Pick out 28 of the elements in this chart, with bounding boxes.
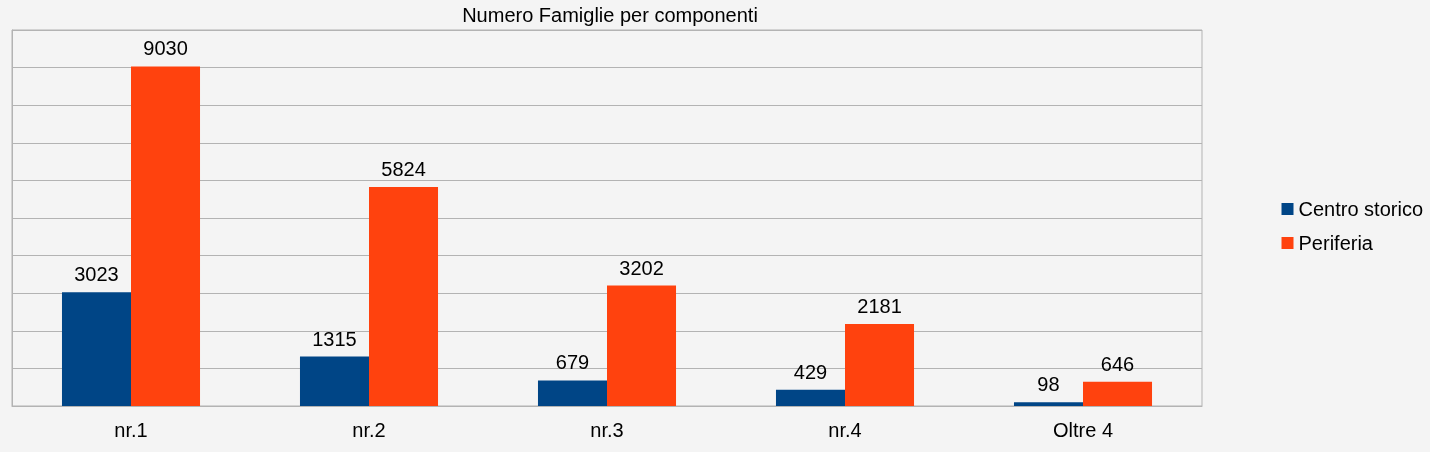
x-tick-label: Oltre 4 [1052, 419, 1114, 441]
bar [845, 323, 915, 406]
data-label: 9030 [143, 37, 188, 60]
data-label: 646 [1100, 352, 1135, 375]
x-tick-label: nr.3 [590, 419, 624, 441]
bar [131, 66, 201, 406]
legend-label: Centro storico [1298, 198, 1424, 220]
bar [61, 292, 131, 406]
data-label: 3202 [619, 256, 664, 279]
data-label: 3023 [74, 263, 119, 286]
bar [1013, 402, 1083, 406]
x-tick-label: nr.2 [352, 419, 386, 441]
legend-label: Periferia [1298, 232, 1374, 254]
data-label: 1315 [312, 327, 357, 350]
data-label: 98 [1037, 373, 1060, 396]
bar [369, 187, 439, 406]
data-label: 429 [793, 360, 828, 383]
x-tick-label: nr.4 [828, 419, 862, 441]
data-label: 2181 [857, 294, 902, 317]
bar [775, 389, 845, 406]
bar [537, 380, 607, 406]
data-label: 5824 [381, 158, 426, 181]
bar [1083, 381, 1153, 406]
bar [607, 285, 677, 406]
data-label: 679 [555, 351, 590, 374]
bar [299, 356, 369, 406]
x-tick-label: nr.1 [114, 419, 148, 441]
chart-title: Numero Famiglie per componenti [462, 4, 758, 26]
